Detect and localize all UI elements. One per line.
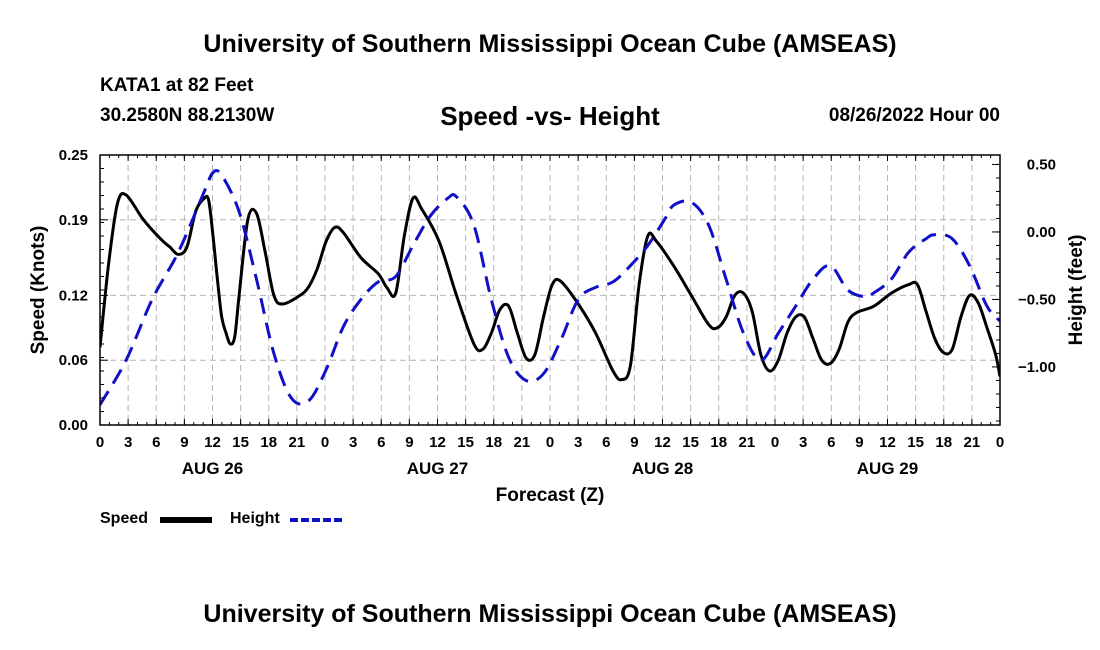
x-tick-label: 15 <box>457 434 474 451</box>
x-tick-label: 21 <box>739 434 756 451</box>
chart-title: University of Southern Mississippi Ocean… <box>203 30 897 58</box>
y2-tick-label: −0.50 <box>1018 291 1056 308</box>
x-tick-label: 9 <box>630 434 638 451</box>
y-tick-label: 0.25 <box>59 147 88 164</box>
x-tick-label: 3 <box>574 434 582 451</box>
x-tick-label: 12 <box>879 434 896 451</box>
x-tick-label: 18 <box>710 434 727 451</box>
x-tick-label: 6 <box>152 434 160 451</box>
legend-height-swatch <box>290 518 342 522</box>
x-tick-label: 15 <box>232 434 249 451</box>
x-tick-label: 21 <box>964 434 981 451</box>
chart-subtitle: Speed -vs- Height <box>440 101 660 131</box>
legend-height-label: Height <box>230 510 280 527</box>
date-label: AUG 26 <box>182 459 243 478</box>
x-tick-label: 21 <box>514 434 531 451</box>
x-tick-label: 15 <box>907 434 924 451</box>
x-tick-label: 12 <box>429 434 446 451</box>
legend-speed-label: Speed <box>100 510 149 527</box>
station-coordinates: 30.2580N 88.2130W <box>100 105 275 126</box>
x-tick-label: 12 <box>204 434 221 451</box>
y2-tick-label: 0.50 <box>1027 156 1056 173</box>
series-layer <box>100 168 1000 406</box>
speed-series-line <box>100 192 1000 382</box>
y-tick-label: 0.19 <box>59 212 88 229</box>
x-tick-label: 21 <box>289 434 306 451</box>
x-tick-label: 0 <box>546 434 554 451</box>
x-tick-label: 12 <box>654 434 671 451</box>
height-series-line <box>100 168 1000 406</box>
station-label: KATA1 at 82 Feet <box>100 75 254 96</box>
x-tick-label: 6 <box>377 434 385 451</box>
x-tick-label: 0 <box>996 434 1004 451</box>
x-tick-label: 3 <box>349 434 357 451</box>
x-tick-label: 0 <box>96 434 104 451</box>
x-tick-label: 6 <box>827 434 835 451</box>
footer-title: University of Southern Mississippi Ocean… <box>203 600 897 628</box>
x-tick-label: 3 <box>799 434 807 451</box>
y-tick-label: 0.12 <box>59 287 88 304</box>
y2-axis-label: Height (feet) <box>1066 235 1087 346</box>
y2-tick-label: −1.00 <box>1018 359 1056 376</box>
legend-speed-swatch <box>160 517 212 523</box>
axes: 0 3 6 9 12 15 18 21 0 3 6 9 12 15 18 21 0 3 6 9 12 15 18 21 0 3 6 9… <box>59 147 1056 478</box>
x-tick-label: 18 <box>935 434 952 451</box>
x-tick-label: 9 <box>405 434 413 451</box>
x-tick-label: 15 <box>682 434 699 451</box>
x-tick-label: 3 <box>124 434 132 451</box>
y-tick-label: 0.06 <box>59 352 88 369</box>
x-axis-label: Forecast (Z) <box>496 485 605 506</box>
x-tick-label: 9 <box>180 434 188 451</box>
forecast-datetime: 08/26/2022 Hour 00 <box>828 105 1000 126</box>
y2-tick-label: 0.00 <box>1027 224 1056 241</box>
date-label: AUG 27 <box>407 459 468 478</box>
x-tick-label: 6 <box>602 434 610 451</box>
date-label: AUG 28 <box>632 459 693 478</box>
x-tick-label: 18 <box>485 434 502 451</box>
date-label: AUG 29 <box>857 459 918 478</box>
y-tick-label: 0.00 <box>59 417 88 434</box>
x-tick-label: 9 <box>855 434 863 451</box>
x-tick-label: 0 <box>321 434 329 451</box>
y-axis-label: Speed (Knots) <box>28 226 49 355</box>
x-tick-label: 0 <box>771 434 779 451</box>
x-tick-label: 18 <box>260 434 277 451</box>
